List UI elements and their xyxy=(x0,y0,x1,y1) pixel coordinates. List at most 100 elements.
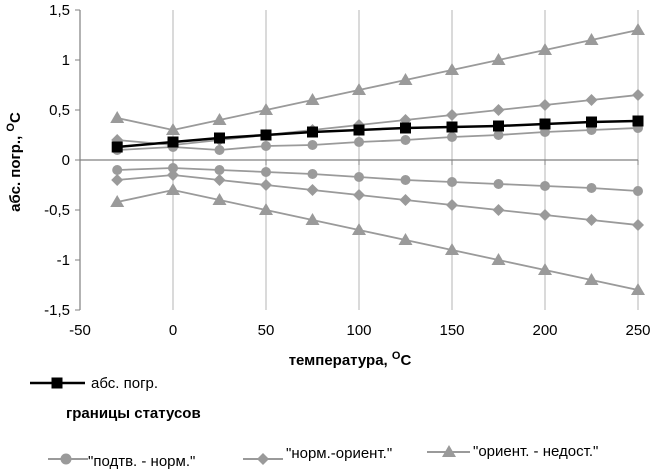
data-point-square xyxy=(260,129,272,141)
legend-item-abs-error: абс. погр. xyxy=(30,375,158,392)
data-point-square xyxy=(539,118,551,130)
data-point-triangle xyxy=(110,111,125,123)
tick-labels: 1,5 1 0,5 0 -0,5 -1 -1,5 -50 0 50 100 150 200 250 xyxy=(44,2,650,339)
data-point-circle xyxy=(214,145,225,155)
data-point-square xyxy=(111,141,123,153)
legend-item-orient-nedost: "ориент. - недост." xyxy=(427,443,598,460)
data-point-square xyxy=(493,120,504,132)
data-point-circle xyxy=(447,177,457,187)
y-tick-label: 0,5 xyxy=(49,102,70,119)
data-point-diamond xyxy=(399,194,412,206)
legend-marker-circle xyxy=(60,453,72,465)
y-tick-label: -1,5 xyxy=(44,302,70,319)
data-point-square xyxy=(446,121,458,133)
data-point-square xyxy=(214,132,225,144)
data-point-circle xyxy=(400,135,411,145)
data-point-diamond xyxy=(585,94,598,106)
y-axis-label: абс. погр., OC xyxy=(5,112,24,212)
data-point-square xyxy=(632,115,644,127)
series-line xyxy=(117,119,639,149)
data-point-diamond xyxy=(167,169,179,181)
axes xyxy=(75,9,639,311)
y-tick-label: 1 xyxy=(62,52,70,69)
data-point-diamond xyxy=(111,174,124,186)
data-point-triangle xyxy=(584,33,599,45)
data-point-triangle xyxy=(166,123,180,135)
data-point-triangle xyxy=(445,63,459,75)
data-point-diamond xyxy=(306,184,319,196)
data-point-circle xyxy=(493,130,504,140)
data-point-diamond xyxy=(632,219,644,231)
data-point-triangle xyxy=(212,113,227,125)
data-point-circle xyxy=(261,141,271,151)
data-point-diamond xyxy=(260,179,272,191)
legend-marker-triangle xyxy=(442,445,456,457)
legend-group-title: границы статусов xyxy=(66,405,201,422)
x-tick-label: 0 xyxy=(169,322,177,339)
data-point-diamond xyxy=(353,189,365,201)
data-point-triangle xyxy=(398,73,413,85)
data-point-circle xyxy=(307,140,318,150)
y-tick-label: 1,5 xyxy=(49,2,70,19)
series-circle-1 xyxy=(112,123,643,155)
data-point-circle xyxy=(447,132,457,142)
legend-marker-diamond xyxy=(257,453,269,465)
data-point-diamond xyxy=(539,99,551,111)
series-circle-2 xyxy=(112,163,643,196)
data-point-diamond xyxy=(492,204,505,216)
data-point-triangle xyxy=(166,183,180,195)
legend-label-abs-error: абс. погр. xyxy=(91,375,158,392)
data-point-circle xyxy=(307,169,318,179)
series-line xyxy=(117,29,639,131)
x-tick-label: 150 xyxy=(439,322,464,339)
data-point-triangle xyxy=(305,213,320,225)
data-point-diamond xyxy=(539,209,551,221)
x-tick-label: 250 xyxy=(625,322,650,339)
series-triangle-6 xyxy=(110,183,645,295)
legend-marker-square xyxy=(51,377,63,389)
series-line xyxy=(117,167,639,192)
series-line xyxy=(117,127,639,151)
series xyxy=(110,23,645,295)
data-point-circle xyxy=(261,167,271,177)
data-point-triangle xyxy=(538,43,552,55)
legend-item-norm-orient: "норм.-ориент." xyxy=(243,445,392,465)
x-tick-label: 50 xyxy=(258,322,275,339)
series-diamond-4 xyxy=(111,169,644,231)
y-tick-label: -0,5 xyxy=(44,202,70,219)
legend-label-orient-nedost: "ориент. - недост." xyxy=(473,443,598,460)
legend: абс. погр. границы статусов "подтв. - но… xyxy=(30,375,598,470)
x-tick-label: 200 xyxy=(532,322,557,339)
data-point-triangle xyxy=(631,283,645,295)
data-point-square xyxy=(353,124,365,136)
data-point-triangle xyxy=(445,243,459,255)
data-point-triangle xyxy=(398,233,413,245)
data-point-diamond xyxy=(492,104,505,116)
data-point-square xyxy=(586,116,597,128)
data-point-triangle xyxy=(259,203,273,215)
data-point-square xyxy=(400,122,411,134)
data-point-square xyxy=(307,126,318,138)
data-point-triangle xyxy=(305,93,320,105)
legend-item-podtv-norm: "подтв. - норм." xyxy=(48,453,195,470)
data-point-triangle xyxy=(584,273,599,285)
data-point-diamond xyxy=(446,109,458,121)
y-tick-label: 0 xyxy=(62,152,70,169)
data-point-triangle xyxy=(212,193,227,205)
data-point-triangle xyxy=(259,103,273,115)
legend-label-podtv-norm: "подтв. - норм." xyxy=(88,453,195,470)
x-tick-label: 100 xyxy=(346,322,371,339)
data-point-circle xyxy=(633,186,643,196)
data-point-triangle xyxy=(352,223,366,235)
series-square-0 xyxy=(111,115,644,153)
data-point-diamond xyxy=(446,199,458,211)
series-line xyxy=(117,174,639,226)
legend-label-norm-orient: "норм.-ориент." xyxy=(286,445,392,462)
series-line xyxy=(117,94,639,146)
data-point-circle xyxy=(400,175,411,185)
data-point-square xyxy=(167,136,179,148)
data-point-triangle xyxy=(352,83,366,95)
data-point-diamond xyxy=(585,214,598,226)
data-point-circle xyxy=(354,172,364,182)
